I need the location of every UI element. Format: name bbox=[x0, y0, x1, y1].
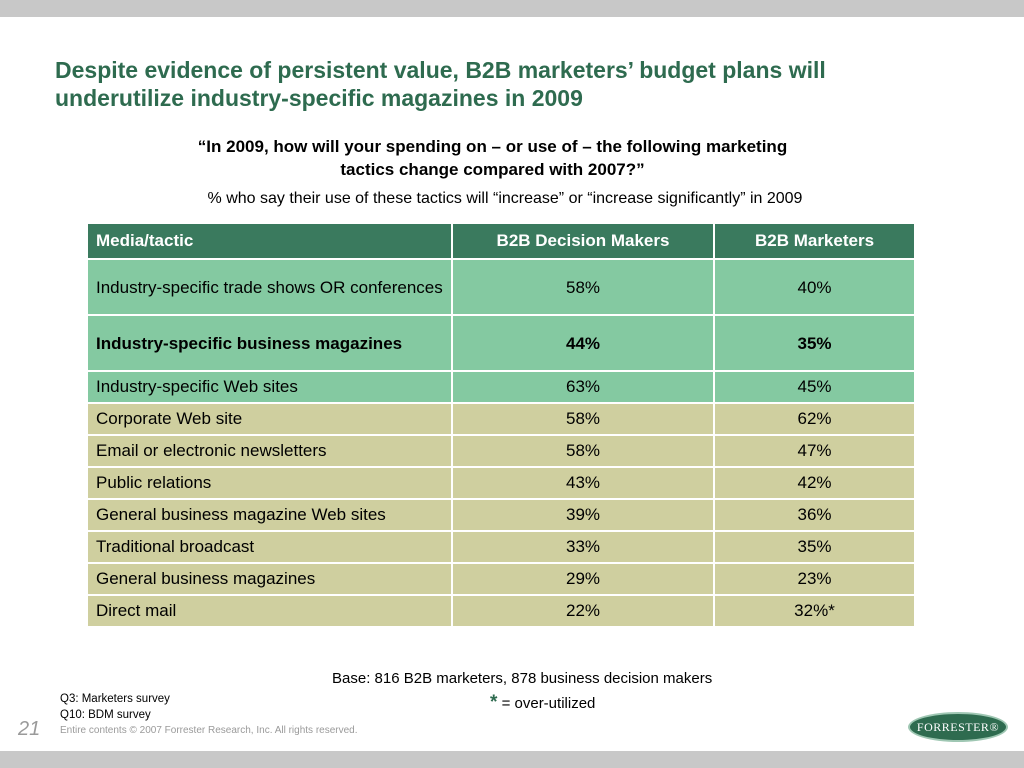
table-row: General business magazines 29% 23% bbox=[86, 562, 916, 596]
table-row: General business magazine Web sites 39% … bbox=[86, 498, 916, 532]
bdm-cell: 29% bbox=[451, 562, 715, 596]
marketers-cell: 45% bbox=[713, 370, 916, 404]
table-row: Direct mail 22% 32%* bbox=[86, 594, 916, 628]
header-media-tactic: Media/tactic bbox=[86, 222, 453, 260]
tactic-cell: Email or electronic newsletters bbox=[86, 434, 453, 468]
tactic-cell: Direct mail bbox=[86, 594, 453, 628]
source-marketers: Q3: Marketers survey bbox=[60, 693, 170, 705]
tactic-cell: Public relations bbox=[86, 466, 453, 500]
bdm-cell: 33% bbox=[451, 530, 715, 564]
table-row: Industry-specific Web sites 63% 45% bbox=[86, 370, 916, 404]
tactic-cell: General business magazines bbox=[86, 562, 453, 596]
slide-title: Despite evidence of persistent value, B2… bbox=[55, 56, 955, 112]
bottom-band bbox=[0, 751, 1024, 768]
tactic-cell: Industry-specific Web sites bbox=[86, 370, 453, 404]
over-utilized-label: = over-utilized bbox=[501, 695, 596, 712]
tactic-cell: Corporate Web site bbox=[86, 402, 453, 436]
title-line-1: Despite evidence of persistent value, B2… bbox=[55, 57, 826, 83]
marketers-cell: 36% bbox=[713, 498, 916, 532]
bdm-cell: 58% bbox=[451, 258, 715, 316]
marketers-cell: 42% bbox=[713, 466, 916, 500]
bdm-cell: 44% bbox=[451, 314, 715, 372]
marketers-cell: 62% bbox=[713, 402, 916, 436]
survey-question: “In 2009, how will your spending on – or… bbox=[120, 135, 865, 181]
bdm-cell: 58% bbox=[451, 434, 715, 468]
question-line-2: tactics change compared with 2007?” bbox=[340, 160, 645, 179]
bdm-cell: 58% bbox=[451, 402, 715, 436]
bdm-cell: 22% bbox=[451, 594, 715, 628]
header-b2b-decision-makers: B2B Decision Makers bbox=[451, 222, 715, 260]
tactic-cell: Traditional broadcast bbox=[86, 530, 453, 564]
marketers-cell: 47% bbox=[713, 434, 916, 468]
table-row: Public relations 43% 42% bbox=[86, 466, 916, 500]
asterisk-marker: * bbox=[490, 692, 498, 713]
top-band bbox=[0, 0, 1024, 17]
question-line-1: “In 2009, how will your spending on – or… bbox=[197, 137, 788, 156]
tactic-cell: General business magazine Web sites bbox=[86, 498, 453, 532]
forrester-logo: FORRESTER® bbox=[908, 712, 1008, 742]
marketers-cell: 23% bbox=[713, 562, 916, 596]
table-row: Corporate Web site 58% 62% bbox=[86, 402, 916, 436]
header-b2b-marketers: B2B Marketers bbox=[713, 222, 916, 260]
tactics-table: Media/tactic B2B Decision Makers B2B Mar… bbox=[86, 222, 916, 628]
tactic-cell: Industry-specific trade shows OR confere… bbox=[86, 258, 453, 316]
table-row: Industry-specific trade shows OR confere… bbox=[86, 258, 916, 316]
table-row: Traditional broadcast 33% 35% bbox=[86, 530, 916, 564]
table-row: Email or electronic newsletters 58% 47% bbox=[86, 434, 916, 468]
marketers-cell: 35% bbox=[713, 314, 916, 372]
table-header-row: Media/tactic B2B Decision Makers B2B Mar… bbox=[86, 222, 916, 260]
marketers-cell: 40% bbox=[713, 258, 916, 316]
bdm-cell: 43% bbox=[451, 466, 715, 500]
page-number: 21 bbox=[18, 718, 41, 740]
marketers-cell: 35% bbox=[713, 530, 916, 564]
table-row-highlighted: Industry-specific business magazines 44%… bbox=[86, 314, 916, 372]
marketers-cell: 32%* bbox=[713, 594, 916, 628]
bdm-cell: 63% bbox=[451, 370, 715, 404]
table-subtitle: % who say their use of these tactics wil… bbox=[207, 190, 803, 207]
copyright-text: Entire contents © 2007 Forrester Researc… bbox=[60, 725, 358, 736]
tactic-cell: Industry-specific business magazines bbox=[86, 314, 453, 372]
source-bdm: Q10: BDM survey bbox=[60, 709, 151, 721]
bdm-cell: 39% bbox=[451, 498, 715, 532]
base-note: Base: 816 B2B marketers, 878 business de… bbox=[332, 670, 713, 687]
title-line-2: underutilize industry-specific magazines… bbox=[55, 85, 583, 111]
over-utilized-note: * = over-utilized bbox=[490, 692, 595, 714]
